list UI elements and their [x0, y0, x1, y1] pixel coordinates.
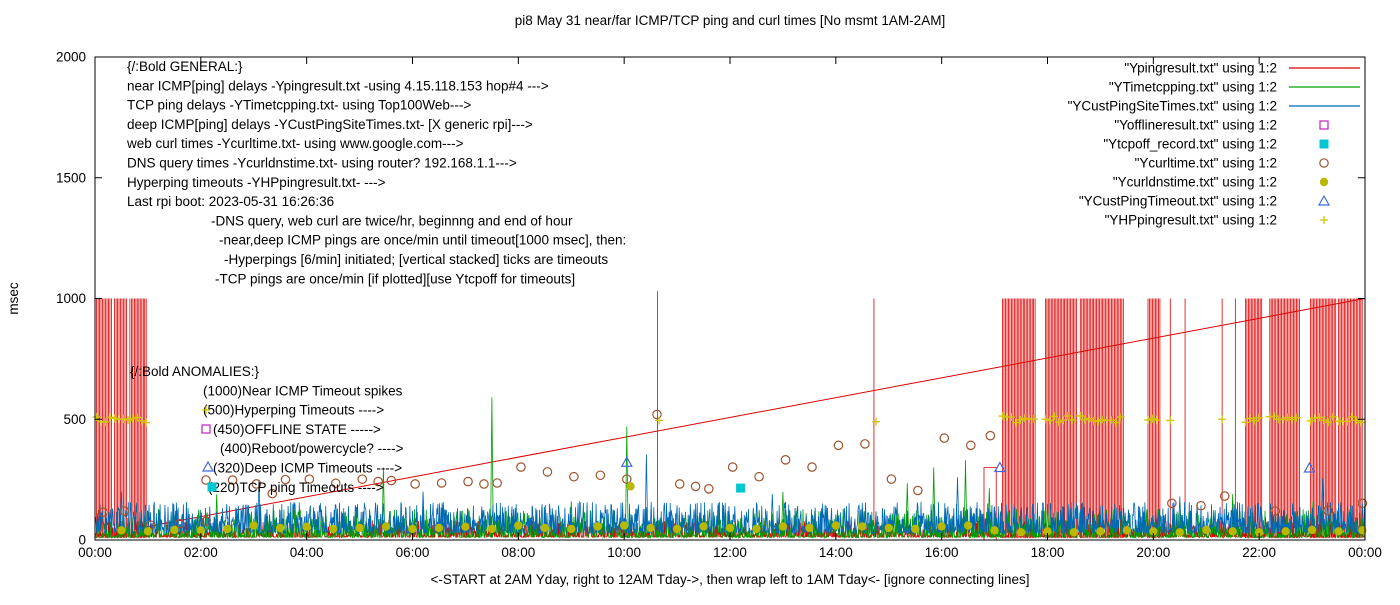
- legend: "Ypingresult.txt" using 1:2 "YTimetcpping…: [1068, 61, 1360, 228]
- legend-label: "YTimetcpping.txt" using 1:2: [1109, 80, 1277, 95]
- annotation-line: DNS query times -Ycurldnstime.txt- using…: [127, 156, 517, 171]
- series-dns: [117, 482, 1367, 537]
- x-tick-label: 00:00: [1348, 545, 1382, 560]
- annotation-line: {/:Bold GENERAL:}: [127, 59, 243, 74]
- annotation-line: -Hyperpings [6/min] initiated; [vertical…: [224, 252, 608, 267]
- chart-title: pi8 May 31 near/far ICMP/TCP ping and cu…: [515, 13, 945, 28]
- x-tick-label: 08:00: [501, 545, 535, 560]
- y-tick-label: 0: [78, 533, 86, 548]
- x-tick-label: 06:00: [396, 545, 430, 560]
- annotation-line: -near,deep ICMP pings are once/min until…: [219, 233, 626, 248]
- annotation-line: -TCP pings are once/min [if plotted][use…: [215, 271, 575, 286]
- y-axis-label: msec: [6, 282, 21, 315]
- series-curl: [98, 409, 1368, 530]
- annotation-line: (400)Reboot/powercycle? ---->: [220, 441, 404, 456]
- legend-label: "Yofflineresult.txt" using 1:2: [1114, 118, 1277, 133]
- annotation-line: Last rpi boot: 2023-05-31 16:26:36: [127, 194, 334, 209]
- x-tick-label: 16:00: [925, 545, 959, 560]
- x-tick-label: 02:00: [184, 545, 218, 560]
- x-tick-label: 04:00: [290, 545, 324, 560]
- annotation-line: -DNS query, web curl are twice/hr, begin…: [211, 213, 573, 228]
- x-tick-label: 10:00: [607, 545, 641, 560]
- series-hyperping: [92, 411, 1366, 427]
- x-tick-label: 20:00: [1136, 545, 1170, 560]
- x-axis-label: <-START at 2AM Yday, right to 12AM Tday-…: [431, 572, 1030, 587]
- annotation-general: {/:Bold GENERAL:} near ICMP[ping] delays …: [126, 59, 626, 286]
- x-tick-label: 14:00: [819, 545, 853, 560]
- annotation-markers: [201, 406, 217, 492]
- legend-label: "Ypingresult.txt" using 1:2: [1124, 61, 1277, 76]
- annotation-line: near ICMP[ping] delays -Ypingresult.txt …: [127, 78, 549, 93]
- series-deep-icmp: [94, 454, 1365, 535]
- annotation-line: {/:Bold ANOMALIES:}: [130, 364, 260, 379]
- x-tick-label: 00:00: [78, 545, 112, 560]
- series-tcp-timeout: [736, 483, 746, 493]
- legend-label: "Ytcpoff_record.txt" using 1:2: [1103, 137, 1277, 152]
- annotation-line: (220)TCP ping Timeouts ---->: [208, 480, 384, 495]
- legend-label: "YCustPingSiteTimes.txt" using 1:2: [1068, 99, 1277, 114]
- annotation-line: deep ICMP[ping] delays -YCustPingSiteTim…: [127, 117, 533, 132]
- annotation-line: (450)OFFLINE STATE ----->: [213, 422, 381, 437]
- annotation-line: (1000)Near ICMP Timeout spikes: [203, 383, 403, 398]
- annotation-anomalies: {/:Bold ANOMALIES:} (1000)Near ICMP Timeo…: [130, 364, 404, 495]
- series-deep-timeout: [620, 456, 1316, 473]
- y-tick-label: 2000: [56, 50, 86, 65]
- x-tick-label: 22:00: [1242, 545, 1276, 560]
- annotation-line: Hyperping timeouts -YHPpingresult.txt- -…: [127, 175, 386, 190]
- legend-label: "Ycurltime.txt" using 1:2: [1135, 156, 1277, 171]
- legend-label: "YHPpingresult.txt" using 1:2: [1105, 213, 1277, 228]
- x-tick-label: 12:00: [713, 545, 747, 560]
- annotation-line: TCP ping delays -YTimetcpping.txt- using…: [127, 98, 471, 113]
- legend-label: "YCustPingTimeout.txt" using 1:2: [1079, 194, 1277, 209]
- annotation-line: (320)Deep ICMP Timeouts ---->: [213, 461, 402, 476]
- axes: [94, 56, 1366, 541]
- legend-label: "Ycurldnstime.txt" using 1:2: [1113, 175, 1277, 190]
- annotation-line: web curl times -Ycurltime.txt- using www…: [126, 136, 464, 151]
- x-tick-label: 18:00: [1031, 545, 1065, 560]
- y-tick-label: 1500: [56, 170, 86, 185]
- y-tick-label: 1000: [56, 291, 86, 306]
- y-tick-label: 500: [63, 412, 86, 427]
- annotation-line: (500)Hyperping Timeouts ---->: [203, 403, 384, 418]
